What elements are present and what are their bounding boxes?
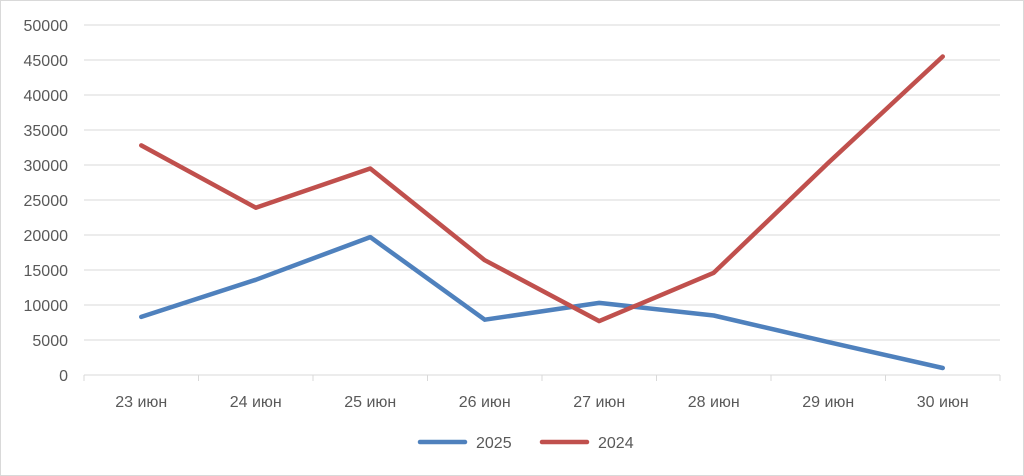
gridlines xyxy=(84,24,1000,341)
x-tick-label: 26 июн xyxy=(459,394,511,411)
x-tick-label: 29 июн xyxy=(802,394,854,411)
y-tick-label: 0 xyxy=(59,368,68,385)
x-tick-label: 25 июн xyxy=(344,394,396,411)
y-tick-label: 20000 xyxy=(24,228,69,245)
legend: 2025 2024 xyxy=(417,435,634,452)
x-tick-label: 24 июн xyxy=(230,394,282,411)
x-tick-label: 23 июн xyxy=(115,394,167,411)
y-tick-label: 5000 xyxy=(32,333,68,350)
x-axis-tick-labels: 23 июн 24 июн 25 июн 26 июн 27 июн 28 июн 29 и… xyxy=(115,394,969,411)
y-tick-label: 30000 xyxy=(24,158,69,175)
x-tick-label: 30 июн xyxy=(917,394,969,411)
series-line-2025 xyxy=(139,234,945,371)
x-tick-label: 27 июн xyxy=(573,394,625,411)
legend-label: 2025 xyxy=(476,435,512,452)
y-tick-label: 50000 xyxy=(24,18,69,35)
y-tick-label: 25000 xyxy=(24,193,69,210)
y-tick-label: 35000 xyxy=(24,123,69,140)
x-tick-label: 28 июн xyxy=(688,394,740,411)
y-tick-label: 15000 xyxy=(24,263,69,280)
y-axis-tick-labels: 0 5000 10000 15000 20000 25000 30000 35000 40000… xyxy=(24,18,69,385)
series-line-2024 xyxy=(139,54,945,324)
y-tick-label: 45000 xyxy=(24,53,69,70)
legend-label: 2024 xyxy=(598,435,634,452)
x-axis xyxy=(83,374,1001,381)
series-lines xyxy=(139,54,945,371)
y-tick-label: 10000 xyxy=(24,298,69,315)
y-tick-label: 40000 xyxy=(24,88,69,105)
